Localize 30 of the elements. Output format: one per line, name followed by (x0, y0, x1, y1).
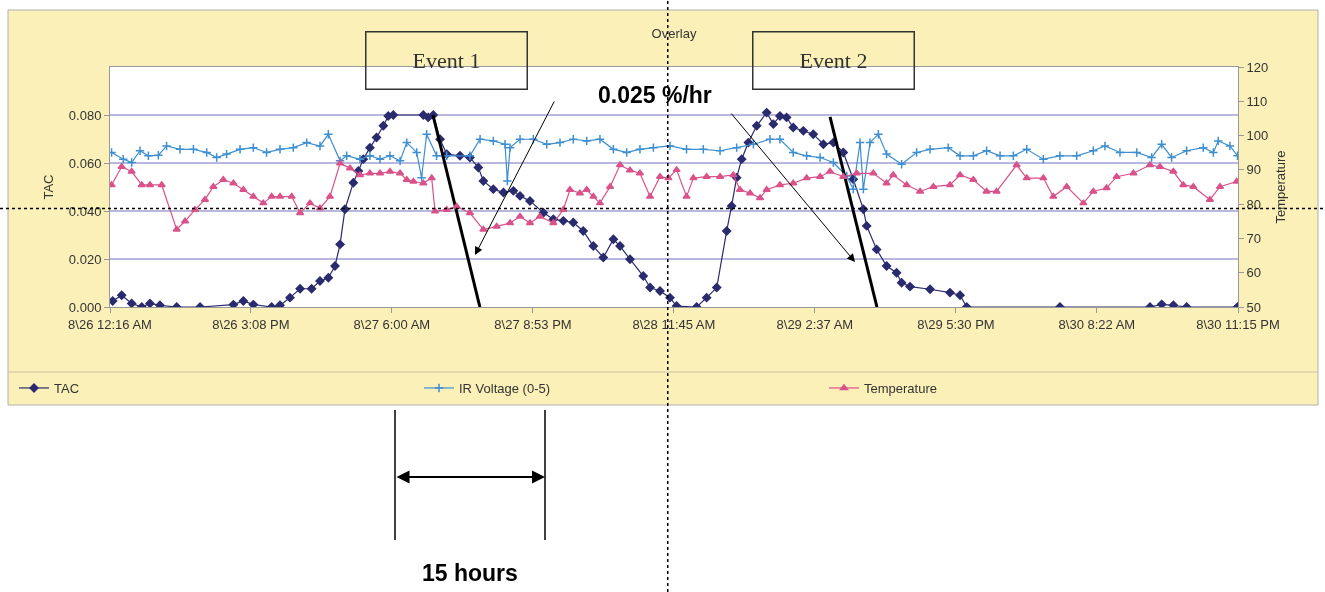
text: 15 hours (422, 560, 518, 586)
y-tick-label: 0.080 (68, 107, 102, 123)
x-tick-label: 8\28 11:45 AM (632, 316, 716, 332)
y-tick-label: 0.020 (68, 251, 102, 267)
y-axis-title: TAC (40, 174, 56, 200)
x-tick-label: 8\30 8:22 AM (1058, 316, 1136, 332)
y2-tick-label: 50 (1246, 299, 1262, 315)
x-tick-label: 8\29 5:30 PM (917, 316, 995, 332)
annotation: Event 2 (799, 48, 868, 73)
y2-tick-label: 100 (1246, 128, 1269, 144)
x-tick-label: 8\26 12:16 AM (68, 316, 152, 332)
chart-title: Overlay (651, 25, 697, 41)
y2-tick-label: 120 (1246, 59, 1269, 75)
y2-tick-label: 60 (1246, 265, 1262, 281)
legend-label: Temperature (864, 381, 937, 397)
y2-axis-title: Temperature (1272, 150, 1288, 224)
legend-label: TAC (54, 381, 80, 397)
legend-label: IR Voltage (0-5) (459, 381, 551, 397)
x-tick-label: 8\26 3:08 PM (212, 316, 290, 332)
x-tick-label: 8\27 6:00 AM (353, 316, 431, 332)
x-tick-label: 8\27 8:53 PM (494, 316, 572, 332)
y2-tick-label: 90 (1246, 162, 1262, 178)
annotation: Event 1 (412, 48, 481, 73)
y2-tick-label: 110 (1246, 93, 1268, 109)
x-tick-label: 8\29 2:37 AM (776, 316, 854, 332)
y-tick-label: 0.000 (68, 299, 102, 315)
y-tick-label: 0.060 (68, 155, 102, 171)
y2-tick-label: 70 (1246, 230, 1262, 246)
x-tick-label: 8\30 11:15 PM (1196, 316, 1280, 332)
annotation: 0.025 %/hr (598, 82, 712, 108)
